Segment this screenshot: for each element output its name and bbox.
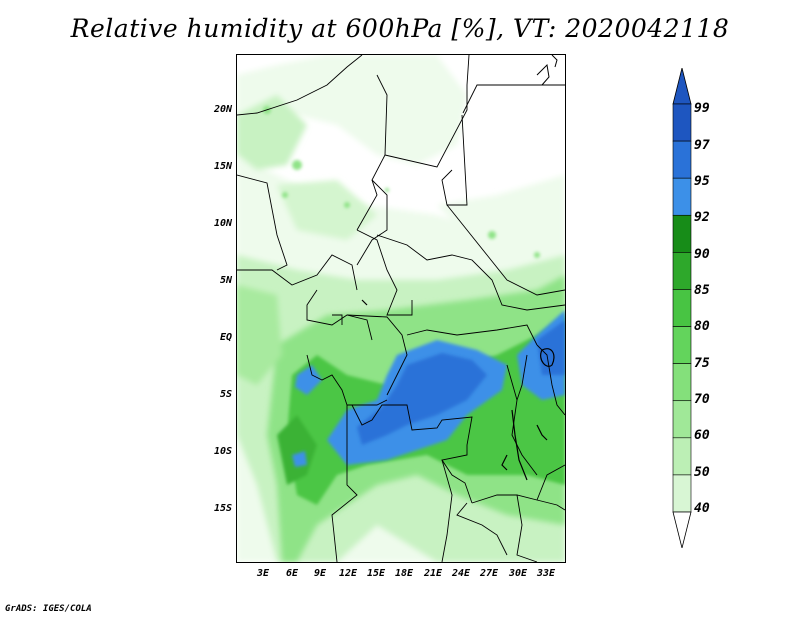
colorbar-segment — [672, 214, 692, 253]
colorbar-segment — [672, 437, 692, 476]
colorbar-label: 92 — [694, 210, 710, 225]
colorbar-label: 80 — [694, 319, 710, 334]
colorbar-label: 85 — [694, 283, 710, 298]
country-borders — [237, 55, 565, 562]
colorbar-label: 99 — [694, 101, 710, 116]
lon-label: 9E — [313, 568, 327, 579]
colorbar-segment — [672, 326, 692, 364]
colorbar-label: 95 — [694, 174, 710, 189]
lon-label: 33E — [536, 568, 556, 579]
colorbar-segments — [672, 68, 692, 548]
lon-label: 30E — [508, 568, 528, 579]
lat-label: EQ — [219, 332, 232, 343]
plot-title: Relative humidity at 600hPa [%], VT: 202… — [70, 14, 730, 43]
lon-label: 6E — [285, 568, 299, 579]
lon-label: 27E — [479, 568, 499, 579]
colorbar-segment — [672, 474, 692, 513]
colorbar-label: 97 — [694, 138, 710, 153]
lon-label: 18E — [394, 568, 414, 579]
colorbar-segment — [672, 252, 692, 290]
humidity-field-97 — [357, 320, 565, 445]
lon-label: 3E — [256, 568, 270, 579]
colorbar-segment — [672, 363, 692, 402]
lon-label: 15E — [366, 568, 386, 579]
lat-label: 10N — [213, 218, 232, 229]
colorbar-label: 60 — [694, 428, 710, 443]
colorbar — [672, 68, 692, 548]
colorbar-label: 70 — [694, 392, 710, 407]
lon-label: 12E — [338, 568, 358, 579]
coastline — [536, 55, 558, 86]
humidity-map — [237, 55, 565, 562]
map-panel — [236, 54, 566, 563]
colorbar-segment — [672, 103, 692, 142]
lakes — [361, 299, 555, 481]
colorbar-segment — [672, 177, 692, 216]
lat-label: 10S — [213, 446, 232, 457]
lat-label: 20N — [213, 104, 232, 115]
grads-credit: GrADS: IGES/COLA — [5, 604, 92, 614]
lat-label: 5S — [219, 389, 232, 400]
colorbar-segment — [672, 289, 692, 327]
lat-label: 15S — [213, 503, 232, 514]
colorbar-segment — [672, 400, 692, 439]
colorbar-segment — [672, 68, 692, 105]
colorbar-segment — [672, 511, 692, 548]
colorbar-label: 75 — [694, 356, 710, 371]
colorbar-label: 50 — [694, 465, 710, 480]
lat-label: 5N — [219, 275, 232, 286]
colorbar-label: 90 — [694, 247, 710, 262]
colorbar-label: 40 — [694, 501, 710, 516]
lon-label: 24E — [451, 568, 471, 579]
colorbar-segment — [672, 140, 692, 179]
lon-label: 21E — [423, 568, 443, 579]
lat-label: 15N — [213, 161, 232, 172]
